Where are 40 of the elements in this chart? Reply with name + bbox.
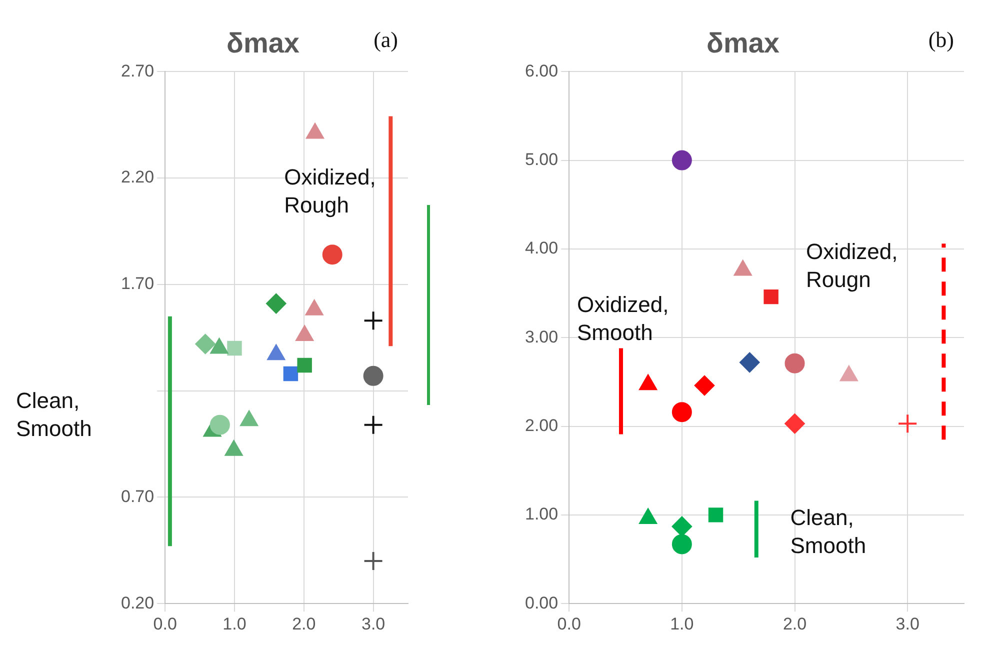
annotation: Clean, Smooth [790, 504, 866, 558]
x-tick-label: 2.0 [782, 614, 807, 634]
y-tick-label: 1.00 [524, 504, 558, 524]
annotation: Oxidized, Rough [284, 164, 376, 218]
point [898, 414, 918, 434]
annotation: Oxidized, Smooth [576, 292, 669, 346]
x-tick-label: 2.0 [292, 614, 316, 634]
text: (a) [374, 26, 398, 52]
point [708, 508, 724, 522]
point [784, 353, 805, 374]
x-tick-label: 0.0 [153, 614, 177, 634]
point [694, 375, 714, 396]
y-tick-label: 1.70 [120, 274, 154, 294]
chart-title: δmax [226, 28, 300, 59]
point [672, 534, 692, 554]
x-tick-label: 1.0 [222, 614, 246, 634]
point [672, 402, 692, 422]
x-tick-label: 1.0 [670, 614, 694, 634]
point [740, 352, 760, 372]
y-tick-label: 3.00 [524, 327, 558, 346]
annotation: Oxidized, Rougn [806, 238, 898, 292]
y-tick-label: 0.00 [524, 593, 558, 612]
point [784, 414, 805, 434]
y-tick-label: 2.70 [120, 61, 154, 80]
y-tick-label: 6.00 [524, 61, 558, 80]
point [672, 150, 692, 170]
y-tick-label: 0.20 [120, 593, 154, 612]
y-tick-label: 0.70 [120, 486, 154, 506]
x-tick-label: 0.0 [557, 614, 581, 634]
y-tick-label: 5.00 [524, 150, 558, 169]
y-tick-label: 4.00 [524, 238, 558, 258]
chart-title: δmax [706, 28, 780, 59]
y-tick-label: 2.20 [120, 168, 154, 187]
y-tick-label: 2.00 [524, 416, 558, 435]
point [764, 289, 778, 304]
x-tick-label: 3.0 [361, 614, 386, 634]
x-tick-label: 3.0 [896, 614, 920, 634]
text: Clean, Smooth [16, 388, 92, 441]
text: (b) [928, 26, 954, 52]
point [672, 516, 692, 536]
